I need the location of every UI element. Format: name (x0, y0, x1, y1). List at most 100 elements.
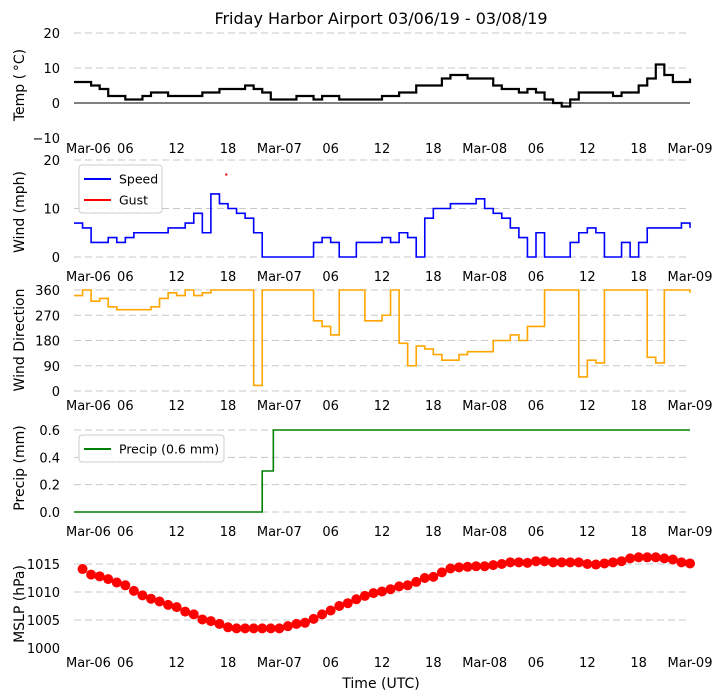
y-tick-label: 270 (35, 309, 60, 324)
mslp-point (188, 609, 199, 620)
mslp-point (582, 559, 593, 569)
legend-entry: Speed (119, 172, 158, 187)
panel-wind-mph: 0 10 20 Wind (mph) Mar-06 06 12 18 Mar-07 06 12 18 M… (12, 154, 712, 285)
x-tick-label: 18 (425, 142, 442, 157)
x-tick-label: 12 (579, 656, 596, 671)
y-tick-label: 0.6 (39, 424, 60, 439)
y-tick-label: 0 (52, 251, 60, 266)
mslp-point (282, 621, 293, 632)
mslp-point (377, 586, 387, 597)
mslp-point (317, 609, 328, 620)
y-tick-label: 20 (43, 27, 60, 42)
y-tick-label: 1010 (27, 586, 60, 601)
x-tick-label: Mar-08 (462, 525, 507, 540)
mslp-point (633, 552, 644, 563)
x-tick-label: 18 (425, 270, 442, 285)
x-tick-label: 18 (220, 399, 237, 414)
mslp-point (548, 557, 559, 568)
x-tick-label: 06 (117, 656, 134, 671)
mslp-point (573, 557, 584, 568)
chart-title: Friday Harbor Airport 03/06/19 - 03/08/1… (214, 9, 547, 28)
mslp-point (445, 563, 456, 574)
x-tick-label: Mar-06 (66, 399, 111, 414)
mslp-point (146, 593, 156, 604)
mslp-point (120, 580, 131, 591)
x-tick-label: 12 (579, 270, 596, 285)
mslp-point (471, 561, 482, 572)
mslp-point (368, 588, 379, 599)
mslp-point (300, 617, 310, 628)
mslp-point (667, 554, 678, 565)
x-tick-label: Mar-09 (668, 399, 713, 414)
mslp-point (488, 560, 499, 571)
mslp-point (685, 558, 695, 569)
x-tick-label: Mar-07 (257, 399, 302, 414)
mslp-point (608, 557, 618, 568)
x-tick-label: 12 (168, 399, 185, 414)
mslp-point (308, 613, 319, 624)
mslp-point (479, 561, 490, 572)
mslp-point (359, 590, 370, 601)
series-direction-line (74, 289, 691, 387)
x-tick-label: 12 (579, 142, 596, 157)
x-tick-label: Mar-09 (668, 270, 713, 285)
x-tick-label: 06 (528, 656, 545, 671)
x-tick-label: 06 (528, 399, 545, 414)
x-tick-label: 06 (117, 270, 134, 285)
y-axis-label: Wind Direction (12, 289, 28, 392)
x-tick-label: 18 (220, 656, 237, 671)
mslp-point (565, 557, 576, 568)
legend-box (78, 434, 225, 463)
panel-wind-direction: 0 90 180 270 360 Wind Direction Mar-06 06 12 18 Ma… (12, 284, 712, 414)
x-tick-label: 12 (374, 656, 391, 671)
mslp-point (394, 581, 405, 592)
y-axis-label: Temp ( °C) (12, 49, 28, 122)
y-tick-label: 1015 (27, 558, 60, 573)
mslp-point (163, 599, 174, 610)
series-temp-line (74, 63, 692, 108)
legend-entry: Precip (0.6 mm) (119, 442, 219, 457)
y-tick-label: 0.4 (39, 451, 60, 466)
x-tick-label: Mar-09 (668, 656, 713, 671)
mslp-point (334, 601, 345, 611)
mslp-point (128, 585, 139, 596)
mslp-point (231, 623, 242, 634)
x-tick-label: 12 (168, 525, 185, 540)
mslp-point (505, 557, 516, 568)
mslp-point (103, 574, 114, 585)
x-tick-label: 18 (220, 270, 237, 285)
mslp-point (539, 556, 550, 567)
x-tick-label: Mar-08 (462, 270, 507, 285)
x-tick-label: 06 (528, 270, 545, 285)
x-tick-label: 06 (322, 399, 339, 414)
y-tick-label: 1005 (27, 614, 60, 629)
x-tick-label: 12 (374, 270, 391, 285)
x-tick-label: 18 (630, 399, 647, 414)
mslp-point (419, 573, 430, 583)
x-tick-label: 12 (579, 399, 596, 414)
mslp-point (265, 623, 276, 634)
y-tick-label: 10 (43, 62, 60, 77)
x-tick-label: 12 (168, 656, 185, 671)
x-tick-label: 18 (425, 656, 442, 671)
x-tick-label: 18 (425, 525, 442, 540)
mslp-point (325, 605, 336, 616)
mslp-point (385, 584, 396, 595)
y-tick-label: 0.2 (39, 479, 60, 494)
x-tick-label: Mar-08 (462, 656, 507, 671)
mslp-point (436, 567, 447, 578)
y-tick-label: 360 (35, 284, 60, 299)
mslp-point (351, 594, 362, 605)
y-tick-label: 90 (43, 360, 60, 375)
mslp-point (642, 552, 653, 563)
x-tick-label: 18 (630, 270, 647, 285)
mslp-point (274, 623, 285, 634)
x-tick-label: 12 (168, 270, 185, 285)
x-tick-label: Mar-09 (668, 525, 713, 540)
x-tick-label: 18 (220, 525, 237, 540)
y-tick-label: 10 (43, 203, 60, 218)
mslp-point (676, 557, 687, 568)
x-tick-label: 12 (374, 399, 391, 414)
